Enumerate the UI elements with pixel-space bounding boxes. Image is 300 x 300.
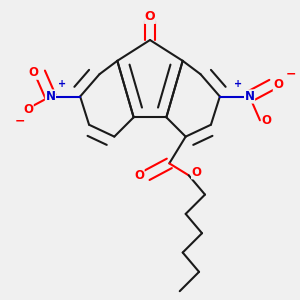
Text: O: O	[192, 166, 202, 179]
Text: O: O	[273, 78, 283, 91]
Text: N: N	[244, 90, 255, 103]
Text: O: O	[134, 169, 144, 182]
Text: O: O	[23, 103, 33, 116]
Text: +: +	[58, 79, 66, 89]
Text: O: O	[28, 66, 38, 79]
Text: +: +	[234, 79, 242, 89]
Text: O: O	[145, 10, 155, 23]
Text: N: N	[45, 90, 56, 103]
Text: −: −	[286, 67, 296, 80]
Text: −: −	[15, 114, 25, 127]
Text: O: O	[262, 114, 272, 127]
